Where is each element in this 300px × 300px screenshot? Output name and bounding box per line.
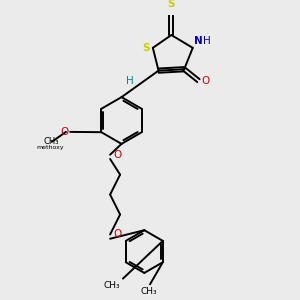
Text: H: H xyxy=(203,36,211,46)
Text: methoxy: methoxy xyxy=(37,145,64,150)
Text: N: N xyxy=(194,36,203,46)
Text: CH₃: CH₃ xyxy=(44,137,59,146)
Text: O: O xyxy=(201,76,209,85)
Text: S: S xyxy=(142,43,149,53)
Text: O: O xyxy=(60,127,68,137)
Text: O: O xyxy=(113,150,122,160)
Text: S: S xyxy=(168,0,175,9)
Text: CH₃: CH₃ xyxy=(103,281,120,290)
Text: CH₃: CH₃ xyxy=(140,287,157,296)
Text: O: O xyxy=(113,230,122,239)
Text: H: H xyxy=(126,76,134,86)
